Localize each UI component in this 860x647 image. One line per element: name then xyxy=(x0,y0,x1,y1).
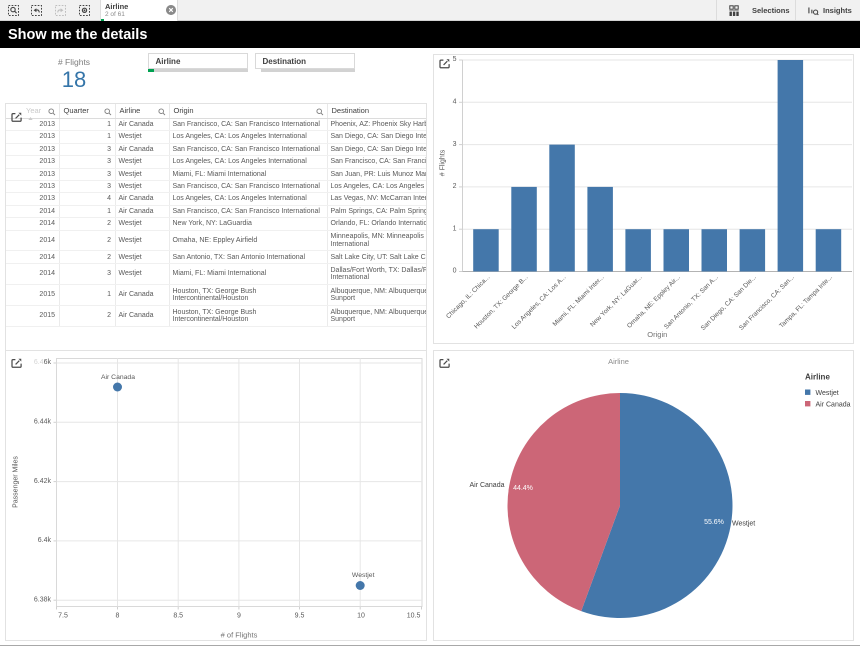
svg-text:Airline: Airline xyxy=(805,373,830,382)
svg-text:Origin: Origin xyxy=(647,330,667,339)
svg-text:6.46k: 6.46k xyxy=(34,359,52,366)
svg-text:Westjet: Westjet xyxy=(816,390,839,397)
svg-text:Westjet: Westjet xyxy=(352,572,375,579)
svg-text:3: 3 xyxy=(453,140,457,147)
svg-text:# Flights: # Flights xyxy=(440,149,447,176)
svg-text:7.5: 7.5 xyxy=(58,613,68,620)
svg-text:8: 8 xyxy=(116,613,120,620)
svg-text:1: 1 xyxy=(453,225,457,232)
svg-text:Air Canada: Air Canada xyxy=(816,402,851,409)
svg-text:5: 5 xyxy=(453,56,457,63)
svg-text:Westjet: Westjet xyxy=(732,521,755,528)
svg-text:6.4k: 6.4k xyxy=(38,537,52,544)
svg-text:6.44k: 6.44k xyxy=(34,419,52,426)
svg-text:6.38k: 6.38k xyxy=(34,596,52,603)
svg-text:Air Canada: Air Canada xyxy=(101,374,135,381)
svg-text:4: 4 xyxy=(453,98,457,105)
svg-text:9: 9 xyxy=(237,613,241,620)
svg-text:10.5: 10.5 xyxy=(407,613,421,620)
svg-text:Air Canada: Air Canada xyxy=(469,482,504,489)
svg-text:9.5: 9.5 xyxy=(295,613,305,620)
svg-text:10: 10 xyxy=(357,613,365,620)
svg-text:Airline: Airline xyxy=(608,357,629,366)
svg-text:55.6%: 55.6% xyxy=(704,519,724,526)
svg-text:# of Flights: # of Flights xyxy=(221,631,258,640)
svg-text:0: 0 xyxy=(453,267,457,274)
svg-text:2: 2 xyxy=(453,183,457,190)
svg-text:6.42k: 6.42k xyxy=(34,478,52,485)
svg-text:8.5: 8.5 xyxy=(173,613,183,620)
svg-text:44.4%: 44.4% xyxy=(513,485,533,492)
svg-text:Passenger Miles: Passenger Miles xyxy=(13,456,20,508)
